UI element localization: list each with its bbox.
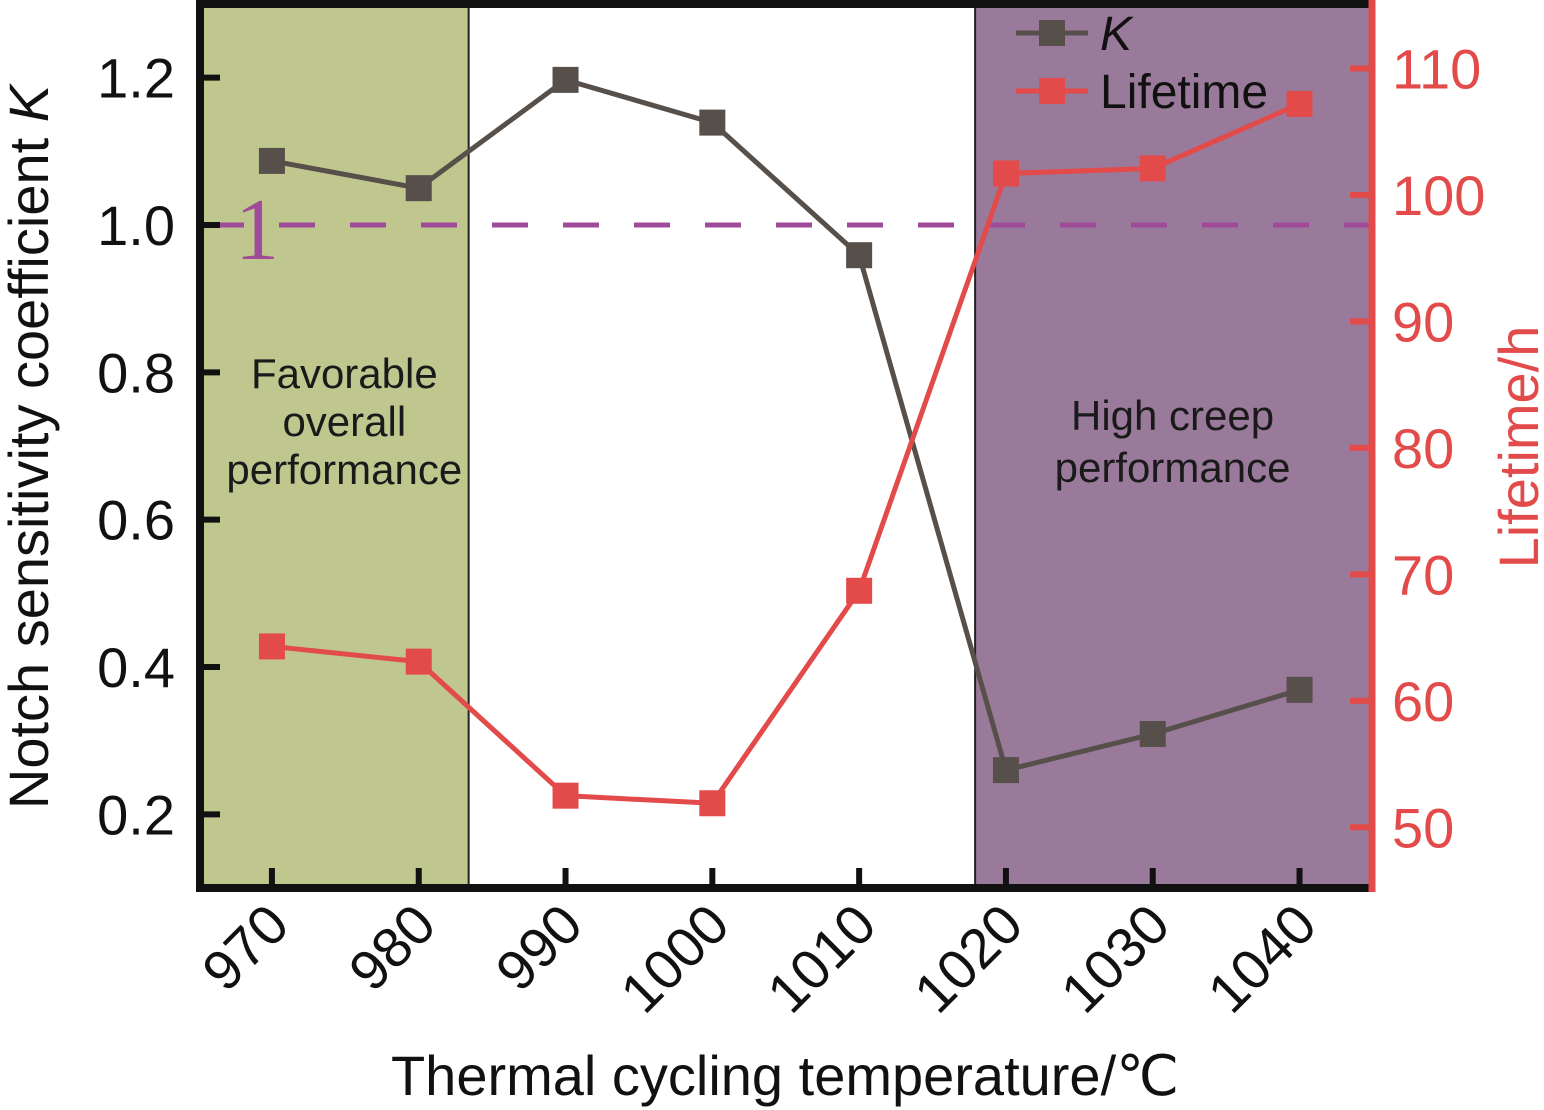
data-point-lifetime-1000: [699, 790, 726, 817]
y-tick-label: 0.4: [97, 636, 175, 699]
data-point-lifetime-1020: [992, 160, 1019, 187]
data-point-k-1030: [1139, 721, 1166, 748]
y-tick-label: 0.6: [97, 489, 175, 552]
data-point-k-1000: [699, 109, 726, 136]
data-point-lifetime-1030: [1139, 155, 1166, 182]
y-tick-label: 0.2: [97, 783, 175, 846]
y2-axis-title: Lifetime/h: [1487, 326, 1544, 569]
region-label-high-creep: High creep: [1071, 392, 1274, 439]
series-line-k: [271, 77, 1301, 773]
data-point-lifetime-970: [258, 633, 285, 660]
region-favorable: [200, 4, 469, 888]
x-tick-label: 970: [190, 892, 301, 1003]
y-tick-label: 1.2: [97, 47, 175, 110]
legend-marker-lifetime: [1039, 78, 1065, 104]
y2-tick-label: 50: [1392, 796, 1454, 859]
x-tick-label: 1020: [902, 892, 1035, 1025]
reference-line-group: 1: [208, 182, 1370, 279]
x-tick-label: 1030: [1049, 892, 1182, 1025]
data-point-k-980: [405, 175, 432, 202]
data-point-lifetime-980: [405, 648, 432, 675]
data-point-lifetime-1040: [1286, 90, 1313, 117]
y2-tick-label: 110: [1392, 37, 1481, 100]
reference-line-label: 1: [235, 182, 279, 279]
data-point-k-1020: [992, 757, 1019, 784]
legend-marker-k: [1039, 20, 1065, 46]
region-label-favorable: Favorable: [251, 350, 438, 397]
data-point-k-970: [258, 147, 285, 174]
y-tick-label: 0.8: [97, 341, 175, 404]
y-tick-label: 1.0: [97, 194, 175, 257]
region-label-high-creep: performance: [1055, 444, 1291, 491]
y2-tick-label: 60: [1392, 670, 1454, 733]
x-tick-label: 1010: [755, 892, 888, 1025]
y-axis-title-symbol: K: [0, 82, 60, 122]
x-tick-label: 1000: [608, 892, 741, 1025]
region-high-creep: [975, 4, 1370, 888]
x-tick-label: 980: [337, 892, 448, 1003]
data-point-lifetime-1010: [846, 577, 873, 604]
y2-tick-label: 70: [1392, 543, 1454, 606]
y2-tick-label: 100: [1392, 164, 1485, 227]
series-group: [258, 66, 1313, 817]
data-point-k-990: [552, 66, 579, 93]
data-point-lifetime-990: [552, 782, 579, 809]
data-point-k-1010: [846, 242, 873, 269]
y-axis-title: Notch sensitivity coefficient K: [0, 82, 60, 809]
x-tick-label: 1040: [1195, 892, 1328, 1025]
legend-label-lifetime: Lifetime: [1100, 66, 1268, 119]
region-label-favorable: performance: [226, 446, 462, 493]
x-tick-label: 990: [483, 892, 594, 1003]
y2-tick-label: 90: [1392, 290, 1454, 353]
series-line-lifetime: [271, 101, 1301, 806]
legend-label-k: K: [1100, 8, 1134, 61]
x-axis-title: Thermal cycling temperature/℃: [391, 1044, 1179, 1107]
region-label-favorable: overall: [282, 398, 406, 445]
y2-tick-label: 80: [1392, 417, 1454, 480]
data-point-k-1040: [1286, 676, 1313, 703]
y-axis-title-text: Notch sensitivity coefficient: [0, 137, 60, 809]
